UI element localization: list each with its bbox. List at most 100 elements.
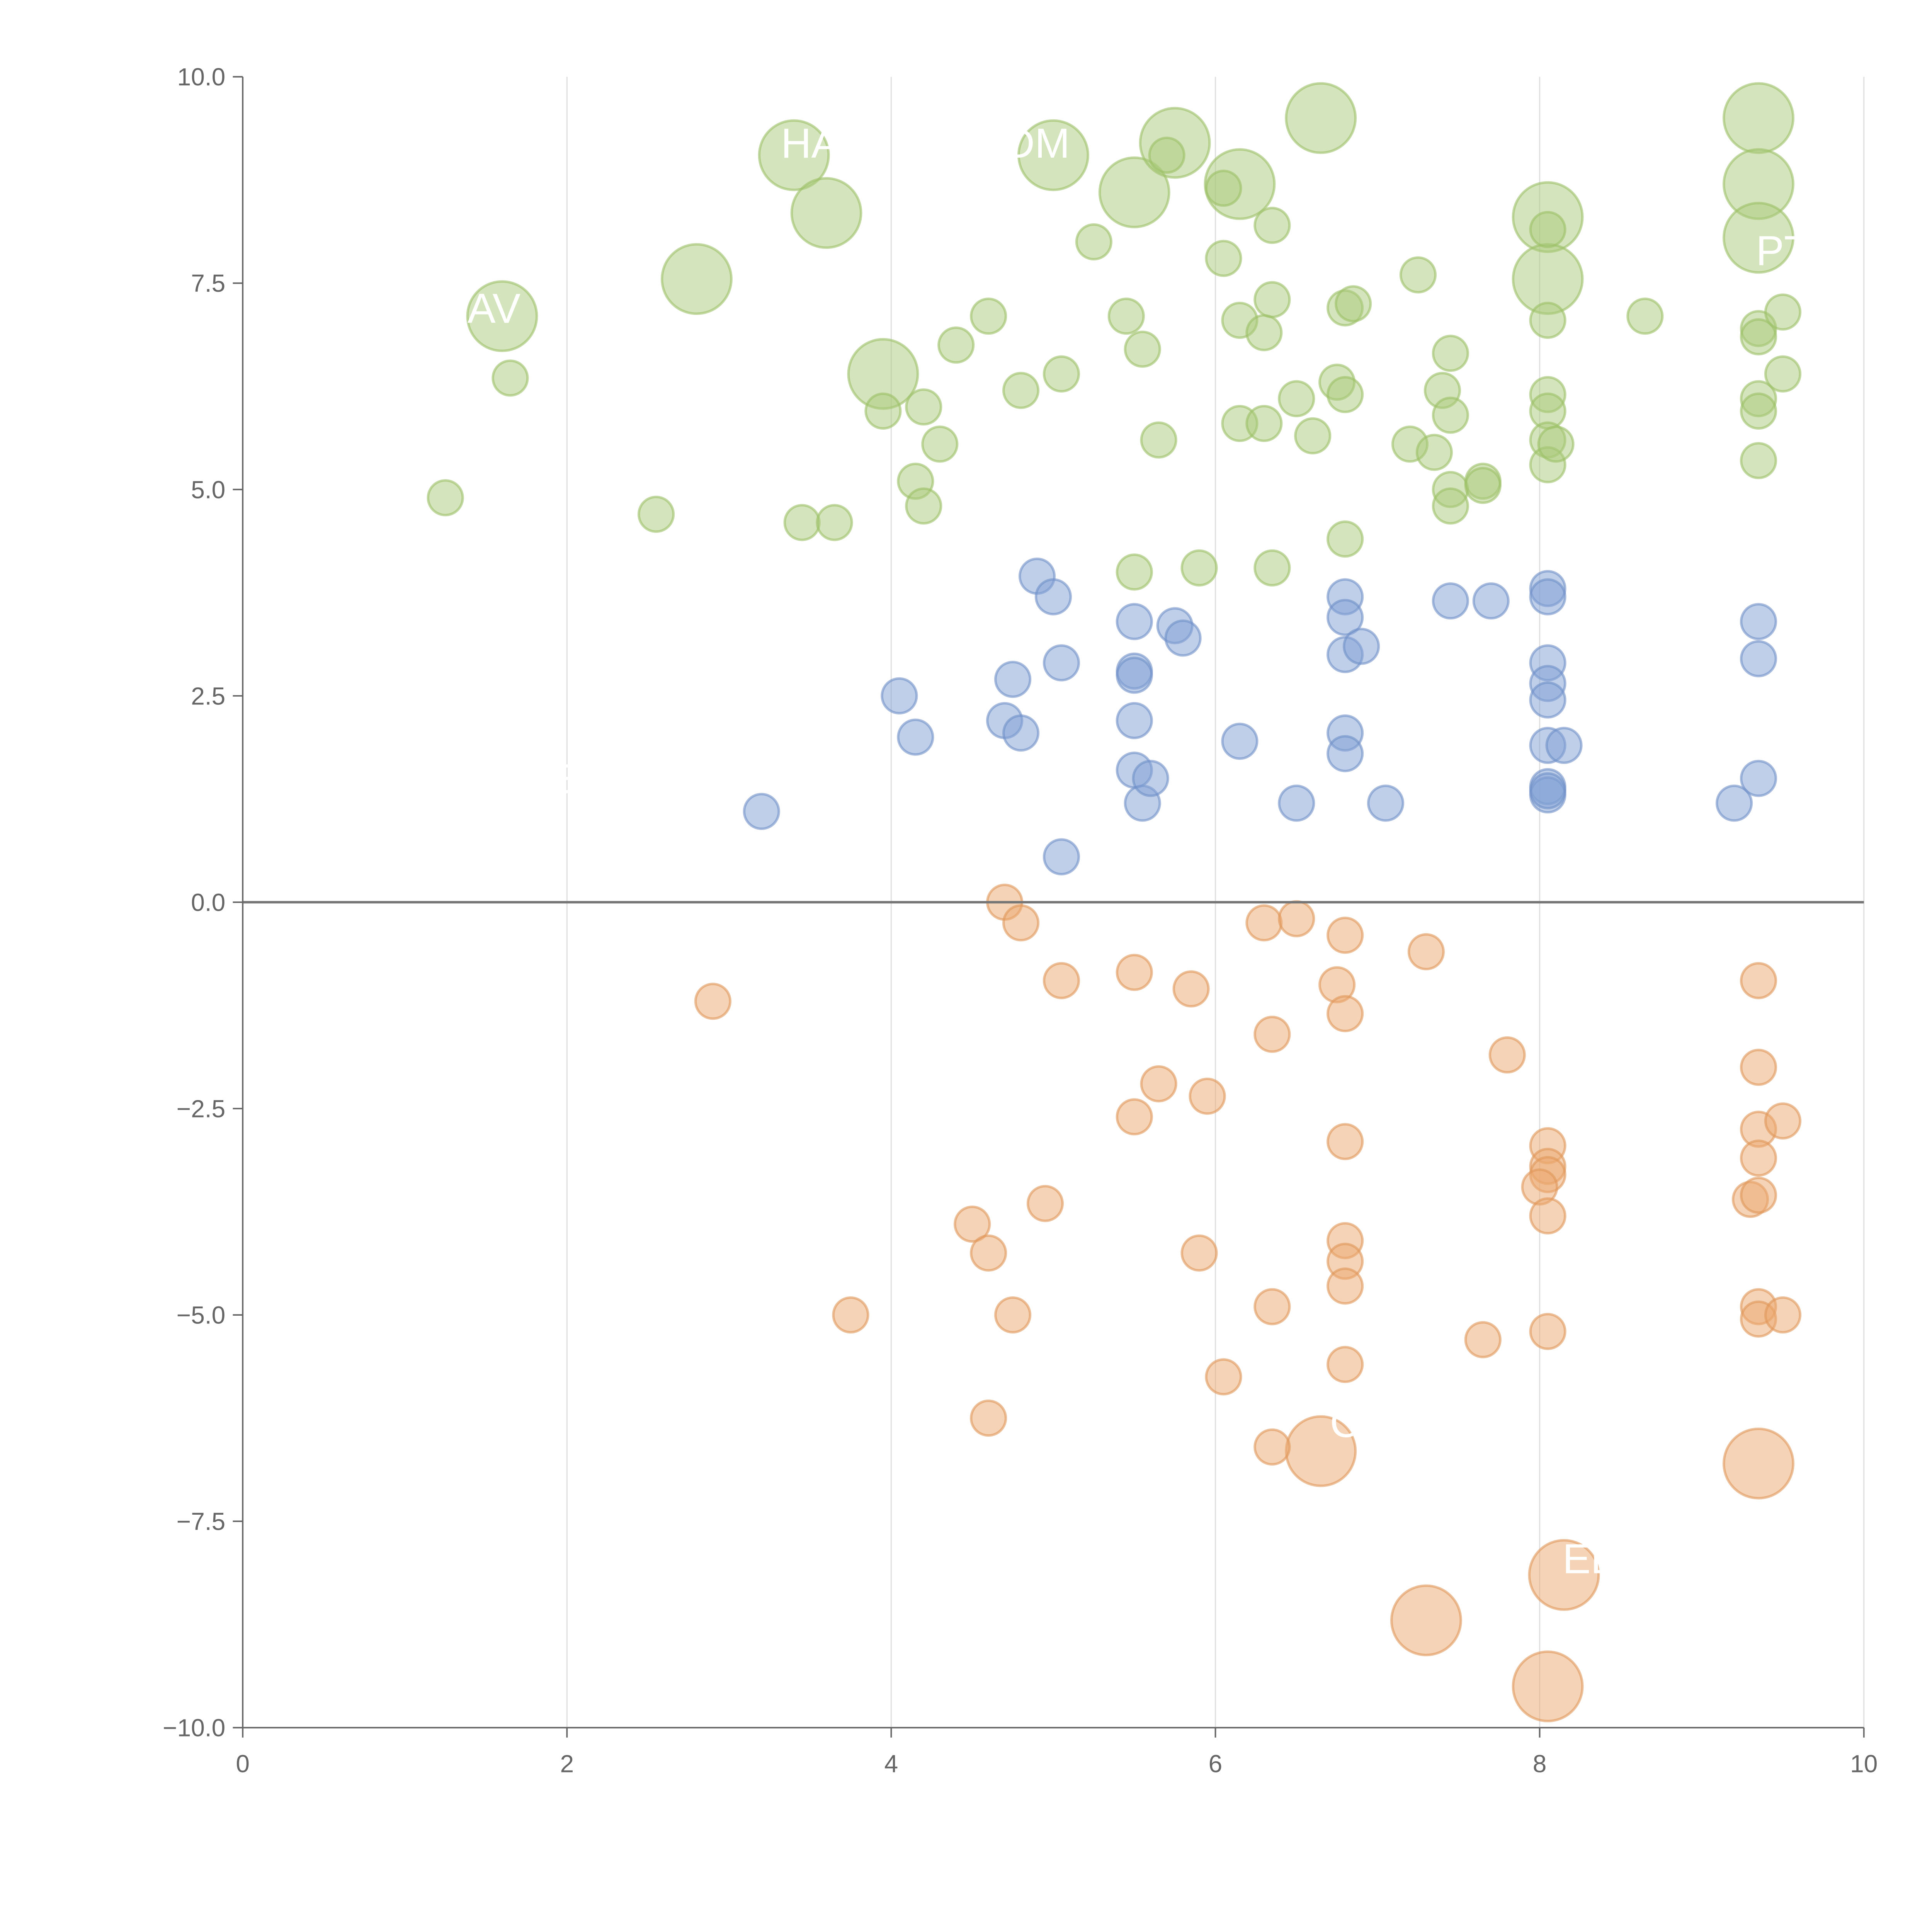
data-point-green <box>937 326 975 364</box>
axes: 0 2 4 6 8 10 10.0 7.5 5.0 2.5 0.0 −2.5 −5.0 −7.5 −10.0 <box>163 63 1878 1777</box>
data-point-blue <box>1043 838 1080 876</box>
data-point-green <box>921 425 959 463</box>
data-point-orange <box>1278 900 1315 937</box>
data-point-blue <box>1116 603 1153 640</box>
data-point-blue <box>1132 760 1169 797</box>
data-point-orange <box>994 1296 1032 1334</box>
point-label: C <box>1330 1399 1361 1446</box>
data-point-green <box>1075 223 1112 261</box>
y-tick-label: −5.0 <box>177 1301 226 1329</box>
data-point-green <box>1335 285 1372 323</box>
data-point-green <box>905 487 942 525</box>
data-point-green <box>1180 549 1218 587</box>
data-point-green <box>1002 372 1040 409</box>
data-point-green <box>970 298 1007 335</box>
data-point-blue <box>1034 578 1072 616</box>
data-point-orange <box>1740 962 1777 999</box>
data-point-orange <box>1026 1185 1064 1222</box>
data-point-orange <box>1529 1197 1566 1235</box>
data-point-blue <box>1327 599 1364 636</box>
data-point-green <box>1764 355 1802 393</box>
data-point-green <box>492 359 529 397</box>
data-point-green <box>1043 355 1080 393</box>
data-point-orange <box>1512 1650 1584 1723</box>
data-point-green <box>1107 298 1145 335</box>
data-point-green <box>1740 318 1777 355</box>
y-tick-label: 10.0 <box>177 63 226 91</box>
data-point-green <box>1245 314 1283 352</box>
data-point-orange <box>1528 1539 1600 1611</box>
data-point-green <box>1432 487 1469 525</box>
data-point-blue <box>994 661 1032 698</box>
data-point-orange <box>970 1399 1007 1437</box>
data-point-orange <box>1529 1313 1566 1350</box>
data-point-green <box>758 119 830 191</box>
data-point-blue <box>1278 784 1315 822</box>
data-point-green <box>1327 376 1364 413</box>
data-point-green <box>1432 396 1469 434</box>
data-point-blue <box>1740 603 1777 640</box>
data-point-blue <box>1716 784 1753 822</box>
data-point-green <box>1740 442 1777 480</box>
data-point-orange <box>1140 1065 1177 1102</box>
data-point-blue <box>1343 628 1380 665</box>
data-point-orange <box>1723 1427 1794 1500</box>
data-point-orange <box>1172 970 1210 1008</box>
annotations: AV HA DM PT E C EL R <box>468 120 1810 1669</box>
data-point-blue <box>1002 714 1040 752</box>
y-tick-label: 2.5 <box>191 682 225 710</box>
y-tick-label: −10.0 <box>163 1714 225 1742</box>
y-tick-label: −7.5 <box>177 1508 226 1536</box>
data-point-orange <box>1327 1267 1364 1305</box>
data-point-green <box>466 280 538 352</box>
data-point-blue <box>1327 735 1364 772</box>
data-point-green <box>1529 211 1566 248</box>
y-tick-label: 7.5 <box>191 269 225 297</box>
data-point-green <box>864 392 902 430</box>
data-point-orange <box>1740 1049 1777 1086</box>
data-point-green <box>1148 136 1185 174</box>
data-point-green <box>1529 301 1566 339</box>
data-point-green <box>1764 293 1802 331</box>
data-point-orange <box>1116 954 1153 991</box>
data-point-green <box>1253 207 1291 244</box>
data-point-green <box>1098 156 1170 228</box>
data-point-orange <box>1764 1102 1802 1140</box>
data-point-blue <box>881 677 918 714</box>
data-point-orange <box>1180 1234 1218 1272</box>
point-label: HA <box>781 120 840 167</box>
data-point-blue <box>1116 656 1153 694</box>
data-point-orange <box>1253 1015 1291 1053</box>
x-tick-label: 0 <box>236 1750 250 1778</box>
data-point-orange <box>1116 1098 1153 1136</box>
data-point-orange <box>1327 917 1364 954</box>
data-point-green <box>1537 425 1575 463</box>
data-points <box>427 82 1802 1723</box>
data-point-green <box>1399 256 1437 294</box>
data-point-orange <box>1488 1036 1526 1074</box>
data-point-orange <box>1189 1077 1226 1115</box>
data-point-blue <box>1740 640 1777 677</box>
data-point-green <box>661 243 733 315</box>
data-point-green <box>1294 417 1332 455</box>
data-point-orange <box>1464 1321 1502 1359</box>
data-point-orange <box>832 1296 869 1334</box>
y-tick-label: −2.5 <box>177 1095 226 1122</box>
data-point-orange <box>1764 1296 1802 1334</box>
data-point-green <box>1327 520 1364 558</box>
data-point-green <box>1205 240 1242 277</box>
data-point-orange <box>1407 933 1445 971</box>
data-point-orange <box>1043 962 1080 999</box>
data-point-green <box>637 495 675 533</box>
data-point-orange <box>1740 1177 1777 1214</box>
data-point-green <box>1723 202 1794 274</box>
data-point-green <box>1253 549 1291 587</box>
data-point-green <box>783 504 821 541</box>
data-point-green <box>427 479 464 517</box>
data-point-green <box>1285 82 1357 154</box>
data-point-blue <box>1545 726 1583 764</box>
data-point-blue <box>1740 760 1777 797</box>
data-point-green <box>905 388 942 426</box>
y-tick-label: 0.0 <box>191 888 225 916</box>
